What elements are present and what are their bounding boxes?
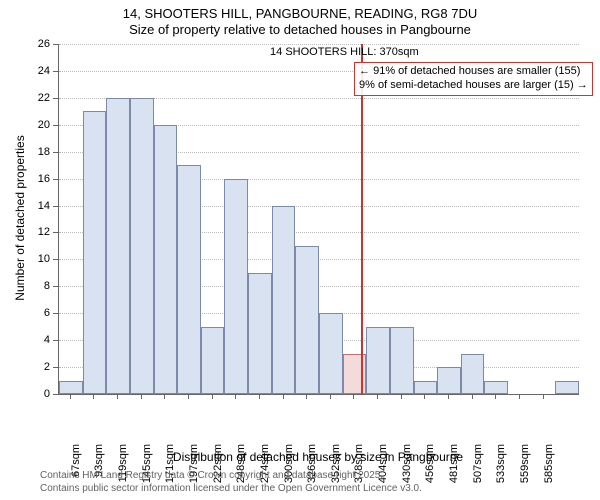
x-tick-mark: [543, 394, 544, 399]
bar: [106, 98, 130, 394]
x-tick-mark: [235, 394, 236, 399]
y-tick-label: 24: [30, 65, 50, 77]
bar: [201, 327, 225, 394]
y-tick-mark: [53, 125, 58, 126]
x-tick-mark: [495, 394, 496, 399]
reference-line: [361, 44, 363, 394]
x-tick-mark: [164, 394, 165, 399]
annotation-box: ← 91% of detached houses are smaller (15…: [354, 62, 593, 96]
y-tick-mark: [53, 286, 58, 287]
y-axis-label: Number of detached properties: [13, 48, 27, 388]
y-tick-label: 0: [30, 388, 50, 400]
y-tick-mark: [53, 367, 58, 368]
bar: [484, 381, 508, 394]
x-tick-mark: [472, 394, 473, 399]
bar: [390, 327, 414, 394]
x-tick-mark: [519, 394, 520, 399]
y-tick-mark: [53, 179, 58, 180]
bar: [224, 179, 248, 394]
y-tick-mark: [53, 98, 58, 99]
y-tick-label: 12: [30, 226, 50, 238]
bar: [414, 381, 438, 394]
x-tick-mark: [330, 394, 331, 399]
bar: [366, 327, 390, 394]
annotation-box-line1: ← 91% of detached houses are smaller (15…: [359, 65, 588, 79]
y-tick-mark: [53, 340, 58, 341]
annotation-label: 14 SHOOTERS HILL: 370sqm: [270, 46, 470, 58]
bar: [130, 98, 154, 394]
y-tick-label: 26: [30, 38, 50, 50]
bar: [59, 381, 83, 394]
y-tick-label: 8: [30, 280, 50, 292]
bar: [555, 381, 579, 394]
plot-area: [58, 44, 579, 395]
y-tick-label: 10: [30, 253, 50, 265]
footer-line-2: Contains public sector information licen…: [0, 483, 600, 494]
x-tick-mark: [353, 394, 354, 399]
x-tick-mark: [377, 394, 378, 399]
y-tick-label: 20: [30, 119, 50, 131]
footer-line-1: Contains HM Land Registry data © Crown c…: [0, 470, 600, 481]
y-tick-mark: [53, 206, 58, 207]
bar: [248, 273, 272, 394]
grid-line: [59, 44, 579, 45]
bar: [272, 206, 296, 394]
x-tick-mark: [259, 394, 260, 399]
y-tick-mark: [53, 71, 58, 72]
bar: [437, 367, 461, 394]
title-line-2: Size of property relative to detached ho…: [0, 22, 600, 37]
x-tick-mark: [424, 394, 425, 399]
x-tick-mark: [448, 394, 449, 399]
bar: [461, 354, 485, 394]
bar: [154, 125, 178, 394]
y-tick-mark: [53, 259, 58, 260]
x-tick-mark: [93, 394, 94, 399]
annotation-box-line2: 9% of semi-detached houses are larger (1…: [359, 79, 588, 93]
y-tick-mark: [53, 152, 58, 153]
y-tick-label: 16: [30, 173, 50, 185]
x-tick-mark: [70, 394, 71, 399]
x-tick-mark: [117, 394, 118, 399]
y-tick-label: 14: [30, 200, 50, 212]
x-axis-label: Distribution of detached houses by size …: [58, 450, 578, 464]
y-tick-mark: [53, 313, 58, 314]
y-tick-label: 2: [30, 361, 50, 373]
y-tick-label: 6: [30, 307, 50, 319]
y-tick-mark: [53, 232, 58, 233]
x-tick-mark: [306, 394, 307, 399]
bar: [295, 246, 319, 394]
title-line-1: 14, SHOOTERS HILL, PANGBOURNE, READING, …: [0, 6, 600, 21]
x-tick-mark: [188, 394, 189, 399]
bar: [177, 165, 201, 394]
y-tick-label: 18: [30, 146, 50, 158]
bar: [319, 313, 343, 394]
y-tick-label: 4: [30, 334, 50, 346]
x-tick-mark: [401, 394, 402, 399]
bar: [83, 111, 107, 394]
x-tick-mark: [283, 394, 284, 399]
y-tick-mark: [53, 44, 58, 45]
x-tick-mark: [141, 394, 142, 399]
y-tick-label: 22: [30, 92, 50, 104]
y-tick-mark: [53, 394, 58, 395]
x-tick-mark: [212, 394, 213, 399]
